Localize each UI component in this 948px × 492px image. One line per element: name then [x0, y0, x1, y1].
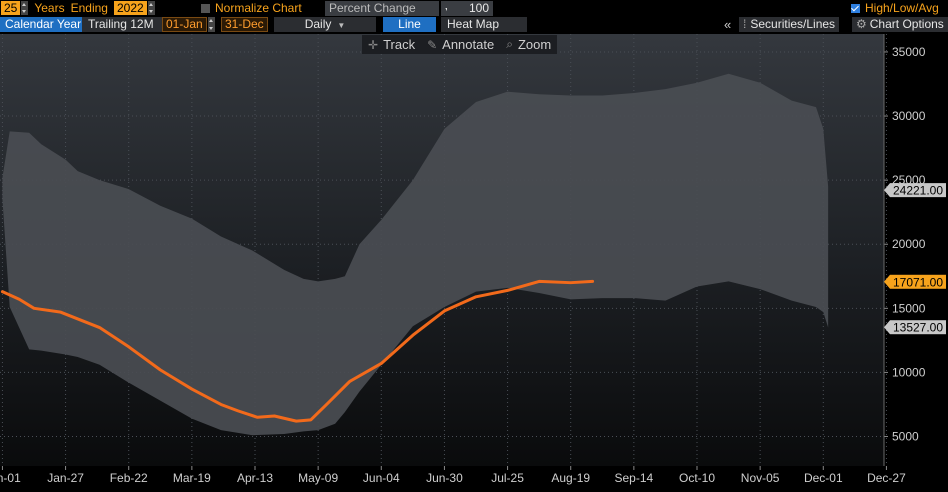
highlowavg-label: High/Low/Avg — [865, 1, 939, 15]
x-tick-label: Oct-10 — [679, 471, 715, 485]
percent-change-value: Percent Change — [325, 1, 439, 16]
heatmap-tab-label: Heat Map — [441, 17, 527, 32]
collapse-button[interactable]: « — [724, 17, 731, 32]
crosshair-icon: ✛ — [368, 37, 379, 52]
securities-lines-label: ⁞ Securities/Lines — [739, 17, 840, 32]
x-tick-label: Feb-22 — [110, 471, 148, 485]
chart-tools-bar: ✛ Track ✎ Annotate ⌕ Zoom — [362, 35, 558, 54]
track-tool[interactable]: ✛ Track — [362, 37, 421, 52]
highlowavg-checkbox-icon[interactable] — [851, 3, 860, 13]
x-tick-label: Dec-01 — [804, 471, 843, 485]
end-label-box — [890, 183, 946, 198]
end-label-box — [890, 274, 946, 289]
years-label: Years — [34, 1, 65, 15]
frequency-label: Daily — [304, 17, 332, 31]
highlowavg-control[interactable]: High/Low/Avg — [851, 1, 939, 15]
end-label-high: 24221.00 — [884, 183, 946, 198]
end-label-box — [890, 320, 946, 335]
band-area — [2, 73, 829, 436]
years-spinner-icon[interactable] — [21, 1, 29, 15]
y-tick-label: 30000 — [892, 109, 926, 123]
x-tick-label: Apr-13 — [237, 471, 273, 485]
x-tick-label: Aug-19 — [551, 471, 590, 485]
end-label-low: 13527.00 — [884, 320, 946, 335]
year-input[interactable]: 2022 — [113, 1, 147, 15]
x-tick-label: Mar-19 — [173, 471, 211, 485]
x-tick-label: Jun-30 — [426, 471, 463, 485]
end-date-input[interactable]: 31-Dec — [221, 17, 268, 32]
zoom-tool[interactable]: ⌕ Zoom — [500, 37, 557, 52]
percent-change-dropdown[interactable]: Percent Change ▼ — [325, 1, 454, 16]
x-tick-label: Dec-27 — [867, 471, 906, 485]
securities-lines-text: Securities/Lines — [750, 17, 836, 31]
years-control: 25 Years Ending 2022 — [1, 1, 155, 15]
frequency-dropdown[interactable]: Daily ▼ — [274, 17, 376, 32]
annotate-label: Annotate — [442, 37, 495, 52]
percent-base[interactable]: 100 — [447, 1, 493, 16]
x-tick-label: Jan-01 — [0, 471, 21, 485]
pencil-icon: ✎ — [427, 37, 438, 52]
heatmap-tab[interactable]: Heat Map — [441, 17, 527, 32]
chart-options-gear-icon: ⚙ — [856, 17, 867, 31]
annotate-tool[interactable]: ✎ Annotate — [421, 37, 500, 52]
track-label: Track — [383, 37, 416, 52]
start-date-field[interactable]: 01-Jan — [162, 17, 215, 32]
collapse-icon: « — [724, 17, 732, 32]
end-label-pointer — [884, 320, 890, 335]
end-label-average: 17071.00 — [884, 274, 946, 289]
x-axis-panel — [0, 466, 884, 492]
y-tick-label: 5000 — [892, 430, 919, 444]
normalize-control[interactable]: Normalize Chart — [201, 1, 302, 15]
x-tick-label: Jan-27 — [47, 471, 84, 485]
average-line-group — [0, 279, 595, 423]
x-tick-label: Jun-04 — [363, 471, 400, 485]
trailing-label: Trailing 12M — [82, 17, 162, 32]
chart-options-text: Chart Options — [869, 17, 944, 31]
line-tab[interactable]: Line — [383, 17, 436, 32]
calendar-year-tab[interactable]: Calendar Year — [0, 17, 87, 32]
high-low-band — [2, 73, 829, 436]
years-input[interactable]: 25 — [1, 1, 21, 15]
securities-lines-button[interactable]: ⁞ Securities/Lines — [739, 17, 840, 32]
trailing-tab[interactable]: Trailing 12M — [82, 17, 162, 32]
y-tick-label: 20000 — [892, 237, 926, 251]
y-tick-label: 35000 — [892, 45, 926, 59]
end-label-text: 17071.00 — [893, 275, 943, 289]
y-tick-label: 15000 — [892, 301, 926, 315]
start-date-input[interactable]: 01-Jan — [162, 17, 207, 32]
frequency-arrow-icon: ▼ — [337, 21, 346, 30]
percent-base-input[interactable]: 100 — [447, 1, 493, 16]
magnifier-icon: ⌕ — [506, 37, 513, 51]
end-date-field[interactable]: 31-Dec — [221, 17, 268, 32]
chart-options-button[interactable]: ⚙ Chart Options — [852, 17, 948, 32]
y-axis-panel — [884, 34, 948, 492]
end-label-text: 24221.00 — [893, 184, 943, 198]
chart-options-label: ⚙ Chart Options — [852, 17, 948, 32]
x-tick-label: Nov-05 — [741, 471, 780, 485]
y-tick-label: 10000 — [892, 365, 926, 379]
x-tick-label: Jul-25 — [491, 471, 524, 485]
zoom-label: Zoom — [517, 37, 552, 52]
frequency-value: Daily ▼ — [274, 17, 376, 32]
x-tick-label: May-09 — [298, 471, 338, 485]
x-axis-ticks: Jan-01 Jan-27 Feb-22 Mar-19 Apr-13 May-09 Jun-… — [0, 466, 906, 485]
end-label-text: 13527.00 — [893, 321, 943, 335]
ending-label: Ending — [70, 1, 108, 15]
normalize-checkbox-icon[interactable] — [201, 3, 210, 13]
securities-gear-icon: ⁞ — [743, 17, 747, 31]
average-line — [0, 279, 595, 423]
line-tab-label: Line — [383, 17, 436, 32]
start-date-spinner-icon[interactable] — [207, 17, 215, 32]
end-label-pointer — [884, 274, 890, 289]
normalize-label: Normalize Chart — [215, 1, 302, 15]
calendar-year-label: Calendar Year — [0, 17, 87, 32]
end-label-pointer — [884, 183, 890, 198]
end-value-labels: 24221.00 17071.00 13527.00 — [884, 183, 946, 335]
x-tick-label: Sep-14 — [615, 471, 654, 485]
year-spinner-icon[interactable] — [147, 1, 155, 15]
